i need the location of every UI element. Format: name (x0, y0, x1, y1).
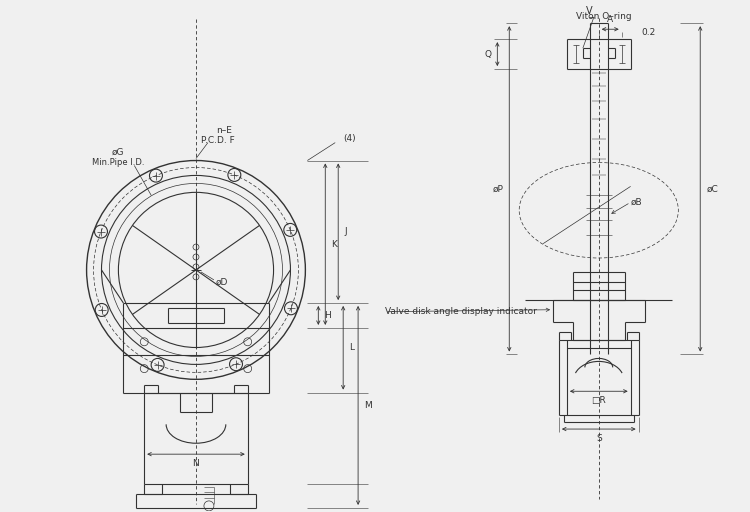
Text: n–E: n–E (216, 126, 232, 135)
Text: A: A (608, 15, 613, 24)
Text: øD: øD (216, 278, 228, 286)
Text: (4): (4) (344, 134, 355, 143)
Text: 0.2: 0.2 (641, 28, 656, 37)
Text: Min.Pipe I.D.: Min.Pipe I.D. (92, 158, 145, 167)
Text: L: L (350, 343, 354, 352)
Text: øP: øP (493, 184, 503, 194)
Text: H: H (324, 311, 331, 320)
Text: P.C.D. F: P.C.D. F (201, 136, 235, 145)
Text: Q: Q (484, 50, 491, 58)
Text: J: J (344, 227, 346, 236)
Text: øC: øC (706, 184, 718, 194)
Text: K: K (332, 240, 337, 249)
Text: □R: □R (592, 396, 606, 405)
Text: N: N (193, 459, 200, 468)
Text: M: M (364, 401, 372, 410)
Text: Valve disk angle display indicator: Valve disk angle display indicator (385, 307, 537, 316)
Text: V: V (586, 6, 592, 16)
Text: øB: øB (631, 198, 642, 207)
Text: Viton O–ring: Viton O–ring (576, 12, 632, 21)
Text: øG: øG (112, 148, 125, 157)
Text: S: S (596, 434, 602, 443)
